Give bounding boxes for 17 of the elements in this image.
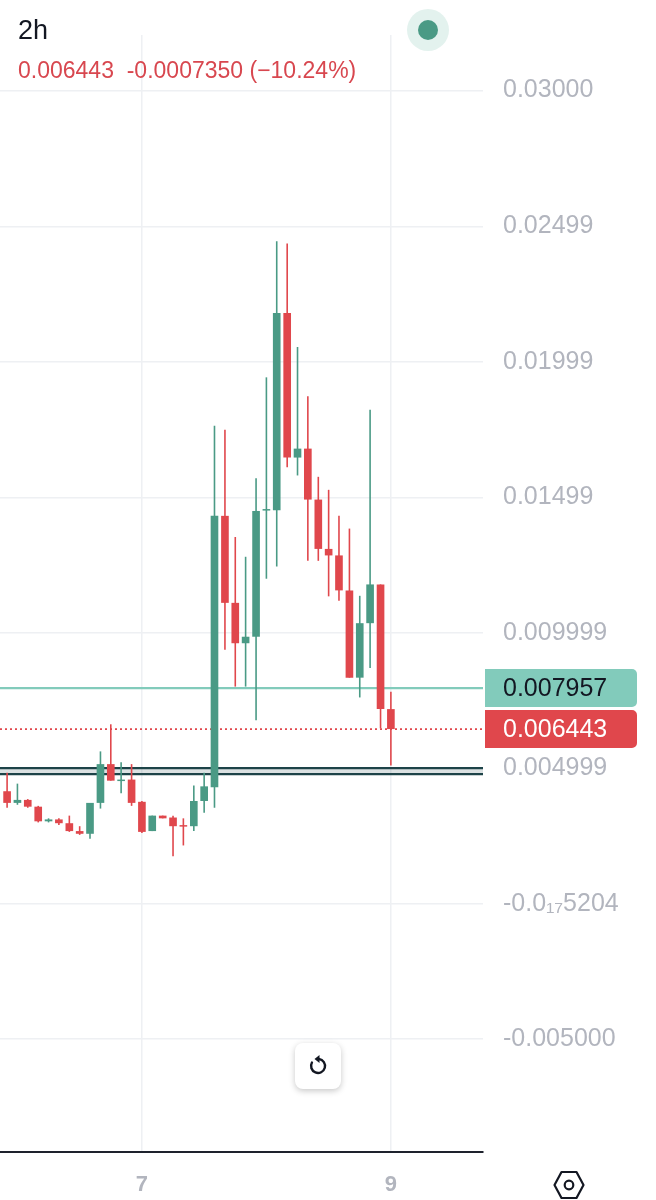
chart-title: 2h [18, 14, 49, 46]
x-tick-label: 7 [135, 1171, 149, 1197]
candlestick [169, 815, 177, 857]
y-tick-label: -0.0₁₇5204 [503, 887, 619, 916]
y-tick-label: 0.01499 [503, 481, 594, 510]
y-tick-label: -0.005000 [503, 1023, 616, 1052]
x-tick-label: 9 [384, 1171, 398, 1197]
y-tick-label: 0.03000 [503, 74, 594, 103]
y-tick-label: 0.01999 [503, 345, 594, 374]
y-tick-label: 0.009999 [503, 616, 608, 645]
ref-line-label: 0.007957 [503, 672, 608, 701]
candlestick [366, 409, 374, 668]
y-tick-label: 0.004999 [503, 752, 608, 781]
ref-line-label: 0.006443 [503, 713, 608, 742]
y-tick-label: 0.02499 [503, 210, 594, 239]
candlestick [231, 536, 240, 687]
text: 0.006443 -0.0007350 (−10.24%) [18, 56, 357, 84]
